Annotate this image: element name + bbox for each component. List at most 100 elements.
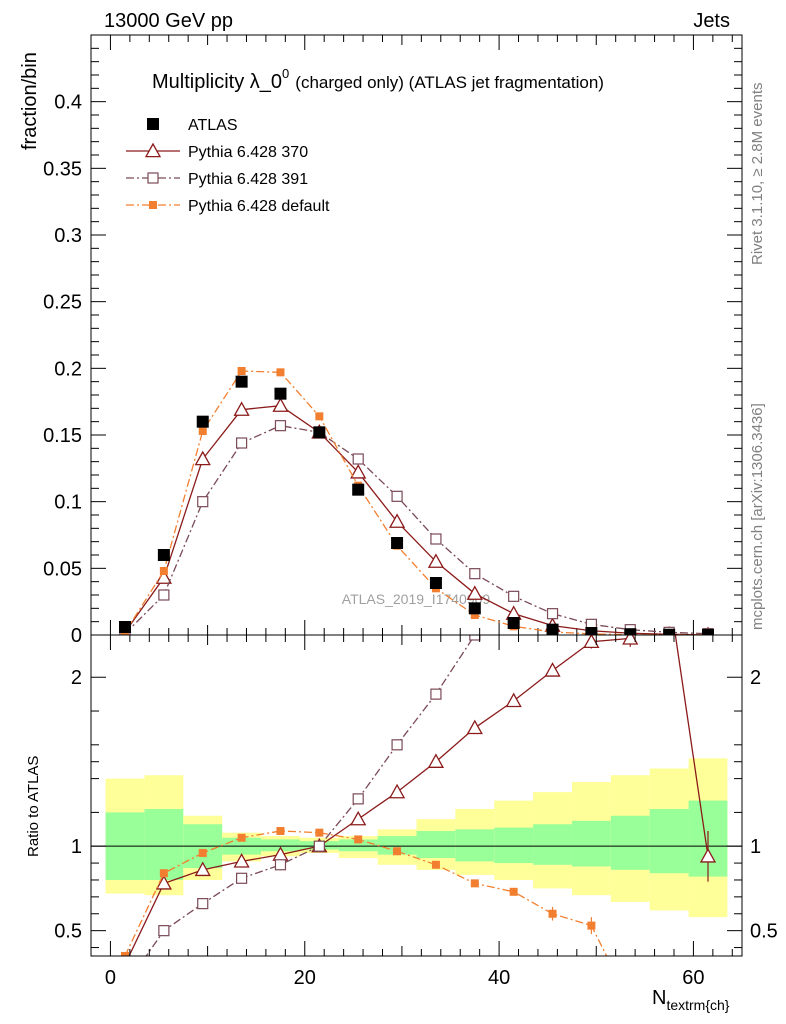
ratio-panel: 0.5 0.5 1 1 2 2 0 20 40 60 Ratio to ATLAS Ntextr… <box>25 634 778 1013</box>
chart-title: Multiplicity λ_00 (charged only) (ATLAS j… <box>152 66 604 93</box>
main-pythia-6-428-default-point <box>276 368 285 377</box>
main-atlas-point <box>701 628 714 635</box>
ratio-x-ticks: 0 20 40 60 <box>105 635 733 989</box>
main-atlas-point <box>352 483 365 496</box>
main-pythia-6-428-default-point <box>470 611 479 619</box>
ratio-band-inner <box>571 820 611 867</box>
ratio-band-inner <box>533 824 572 865</box>
ratio-pythia-6-428-default-point <box>431 860 440 869</box>
x-axis-label: Ntextrm{ch} <box>652 987 730 1013</box>
ratio-pythia-6-428-391-line <box>145 635 476 956</box>
ratio-pythia-6-428-370-point <box>583 635 600 649</box>
main-pythia-6-428-391-point <box>197 496 209 508</box>
legend-pythia-6-428-370-marker <box>144 142 162 158</box>
main-pythia-6-428-default-line <box>124 370 708 635</box>
ratio-pythia-6-428-370-point <box>194 861 211 877</box>
ratio-pythia-6-428-370-point <box>622 635 639 645</box>
ratio-y-axis-label: Ratio to ATLAS <box>25 756 42 857</box>
ratio-y-tick-label: 2 <box>71 667 82 689</box>
main-y-tick-label: 0.4 <box>54 92 82 114</box>
ratio-band-inner <box>144 809 184 880</box>
legend-pythia-6-428-default-marker <box>149 201 157 209</box>
ratio-band-inner <box>377 836 417 855</box>
x-tick-label: 60 <box>682 967 704 989</box>
main-pythia-6-428-391-point <box>274 420 287 432</box>
x-tick-label: 0 <box>105 967 116 989</box>
ratio-pythia-6-428-default-line <box>124 830 608 956</box>
legend-atlas-marker <box>147 118 159 130</box>
ratio-pythia-6-428-370-point <box>233 853 250 868</box>
ratio-pythia-6-428-391-point <box>197 898 209 910</box>
ratio-pythia-6-428-370-point <box>155 875 172 890</box>
ratio-pythia-6-428-370-point <box>118 957 132 970</box>
ratio-pythia-6-428-391-point <box>274 859 287 871</box>
ratio-y-tick-label-right: 2 <box>750 667 761 689</box>
ratio-pythia-6-428-default-point <box>276 826 285 835</box>
ratio-pythia-6-428-370-point <box>427 753 445 768</box>
mcplots-label: mcplots.cern.ch [arXiv:1306.3436] <box>749 403 766 630</box>
ratio-band-inner <box>261 839 300 852</box>
main-atlas-point <box>546 623 559 635</box>
ratio-pythia-6-428-default-point <box>159 869 168 878</box>
main-pythia-6-428-391-point <box>430 533 442 545</box>
main-atlas-point <box>507 617 520 629</box>
main-y-tick-label: 0.2 <box>54 358 82 380</box>
ratio-pythia-6-428-default-point <box>315 828 324 837</box>
main-y-tick-label: 0 <box>71 625 82 647</box>
rivet-label: Rivet 3.1.10, ≥ 2.8M events <box>749 83 766 266</box>
main-y-tick-label: 0.3 <box>54 225 82 247</box>
ratio-pythia-6-428-370-point <box>388 783 406 799</box>
main-y-tick-label: 0.35 <box>43 158 82 180</box>
main-pythia-6-428-391-line <box>124 424 709 635</box>
main-atlas-point <box>585 627 598 635</box>
ratio-band-inner <box>494 827 534 864</box>
ratio-band-inner <box>455 829 495 862</box>
ratio-pythia-6-428-391-point <box>352 793 364 805</box>
ratio-pythia-6-428-default-point <box>237 833 246 842</box>
main-pythia-6-428-default-point <box>315 412 324 421</box>
main-pythia-6-428-370-point <box>427 553 445 568</box>
main-pythia-6-428-391-point <box>391 490 403 502</box>
legend-pythia-6-428-default-label: Pythia 6.428 default <box>188 198 330 215</box>
legend-atlas-label: ATLAS <box>188 117 238 134</box>
main-pythia-6-428-391-point <box>469 568 481 580</box>
main-atlas-point <box>468 602 481 615</box>
main-y-tick-label: 0.05 <box>43 558 82 580</box>
main-pythia-6-428-default-point <box>159 567 168 575</box>
main-pythia-6-428-370-point <box>466 585 483 600</box>
main-series <box>118 367 714 635</box>
ratio-pythia-6-428-370-line <box>128 635 709 956</box>
main-atlas-point <box>196 415 209 428</box>
legend-pythia-6-428-391-marker <box>147 172 159 184</box>
main-atlas-point <box>235 375 248 388</box>
main-pythia-6-428-370-point <box>272 397 289 412</box>
main-panel: 0 0.05 0.1 0.15 0.2 0.25 0.3 0.35 0.4 ATLAS_2019… <box>19 34 743 647</box>
ratio-bands <box>105 758 728 918</box>
main-atlas-point <box>429 577 442 589</box>
x-tick-label: 20 <box>294 967 316 989</box>
ratio-pythia-6-428-default-point <box>548 909 557 918</box>
main-pythia-6-428-370-point <box>233 401 250 416</box>
main-pythia-6-428-391-point <box>236 437 248 449</box>
ratio-band-inner <box>338 839 378 852</box>
main-pythia-6-428-370-line <box>124 404 709 635</box>
chart-title-main: Multiplicity λ_0 <box>152 71 282 93</box>
x-tick-label: 40 <box>488 967 510 989</box>
ratio-pythia-6-428-370-point <box>466 719 483 735</box>
ratio-pythia-6-428-391-point <box>391 739 403 751</box>
main-pythia-6-428-370-point <box>350 463 367 479</box>
main-pythia-6-428-391-point <box>546 608 559 620</box>
ratio-pythia-6-428-default-point <box>198 848 207 857</box>
main-pythia-6-428-391-point <box>158 589 170 601</box>
main-y-axis-label: fraction/bin <box>19 52 41 150</box>
ratio-pythia-6-428-370-point <box>350 810 367 826</box>
main-pythia-6-428-370-point <box>194 450 211 466</box>
ratio-pythia-6-428-default-point <box>393 847 402 856</box>
main-atlas-point <box>157 549 170 561</box>
ratio-band-inner <box>416 830 456 859</box>
ratio-pythia-6-428-370-point <box>699 847 717 863</box>
main-pythia-6-428-370-point <box>388 513 406 528</box>
chart-title-rest: (charged only) (ATLAS jet fragmentation) <box>295 73 604 92</box>
ratio-series <box>118 635 717 970</box>
